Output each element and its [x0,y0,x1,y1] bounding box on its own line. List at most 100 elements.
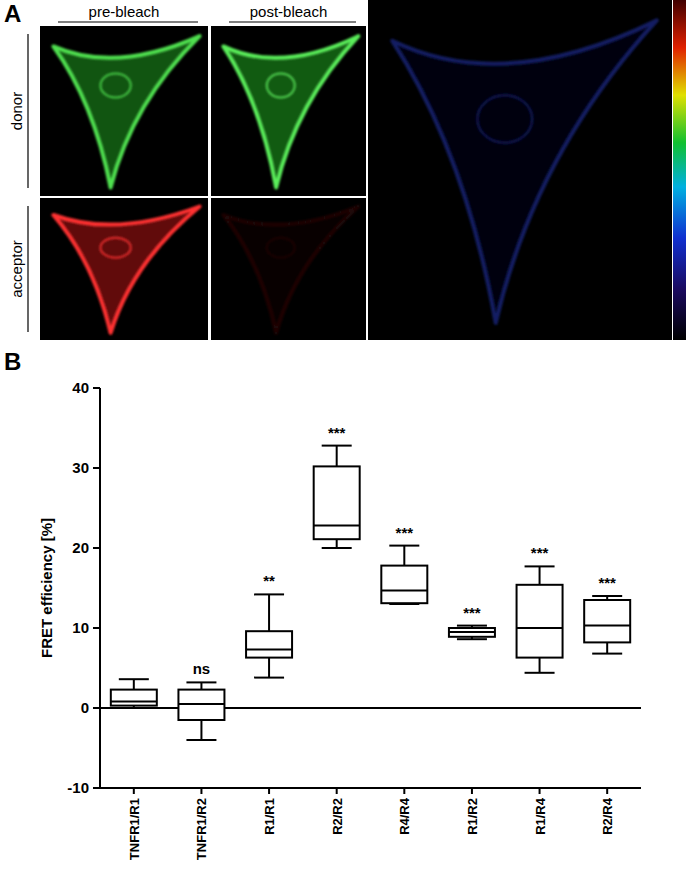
box [111,690,157,706]
min-cap [254,677,284,679]
x-tick [336,788,338,794]
median [584,625,630,627]
row-label: donor [8,92,25,130]
y-axis-title: FRET efficiency [%] [38,518,55,658]
significance-label: *** [531,544,549,561]
cell-image [392,20,657,323]
x-tick-label: R1/R2 [465,798,480,835]
y-tick [93,467,100,469]
max-cap [119,678,149,680]
nucleus [100,238,130,258]
median [111,701,157,703]
row-label: acceptor [8,240,25,298]
median [449,631,495,633]
y-tick-label: 30 [72,459,89,476]
x-tick [268,788,270,794]
median [381,589,427,591]
x-tick-label: R4/R4 [397,797,412,835]
box [178,690,224,720]
upper-whisker [336,446,338,467]
lower-whisker [268,658,270,678]
upper-whisker [539,566,541,584]
box [381,566,427,604]
box [314,466,360,539]
max-cap [457,625,487,627]
boxes [111,446,630,740]
significance-label: *** [598,574,616,591]
box [246,631,292,657]
min-cap [525,672,555,674]
cell [223,36,358,187]
cell-image [53,207,199,333]
x-tick-label: TNFR1/R2 [194,798,209,860]
y-axis [99,388,101,788]
nucleus [267,74,295,98]
x-tick [133,788,135,794]
median [246,649,292,651]
cell-image [53,36,199,187]
y-tick [93,547,100,549]
lower-whisker [539,658,541,673]
image-background [40,26,208,196]
colorbar [673,0,686,340]
upper-whisker [403,546,405,566]
cell [223,207,358,333]
y-tick [93,627,100,629]
column-bracket [58,21,198,22]
significance-label: ns [193,660,211,677]
panel-label: B [4,348,21,375]
image-background [368,0,672,340]
y-tick-label: -10 [67,779,89,796]
cell [53,207,199,333]
y-tick [93,707,100,709]
image-background [40,198,208,340]
image-background [211,26,366,196]
significance-label: *** [396,524,414,541]
x-tick-label: R2/R4 [600,797,615,835]
upper-whisker [200,682,202,689]
upper-whisker [133,679,135,689]
cell-image [223,207,358,333]
box [449,628,495,637]
min-cap [119,707,149,709]
x-tick [539,788,541,794]
y-tick-label: 10 [72,619,89,636]
y-tick-label: 0 [81,699,89,716]
column-bracket [229,21,356,22]
image-background [211,198,366,340]
row-bracket [27,206,28,332]
significance-label: *** [463,604,481,621]
box [584,600,630,642]
cell [392,20,657,323]
nucleus [100,74,130,98]
x-tick [200,788,202,794]
min-cap [592,653,622,655]
cell-image [223,36,358,187]
min-cap [322,547,352,549]
row-bracket [27,34,28,188]
median [314,525,360,527]
x-tick-label: R1/R1 [262,798,277,835]
max-cap [322,445,352,447]
upper-whisker [268,594,270,631]
min-cap [457,638,487,640]
lower-whisker [606,642,608,653]
column-label: post-bleach [250,3,328,20]
x-tick [606,788,608,794]
nucleus [477,95,532,143]
max-cap [592,595,622,597]
nucleus [267,238,295,258]
x-tick [403,788,405,794]
column-label: pre-bleach [89,3,160,20]
y-tick [93,787,100,789]
box [517,585,563,658]
cell [53,36,199,187]
max-cap [525,565,555,567]
lower-whisker [200,720,202,740]
figure: Apre-bleachpost-bleachdonoracceptorB-100… [0,0,688,874]
x-tick-label: R2/R2 [330,798,345,835]
x-tick [471,788,473,794]
min-cap [186,739,216,741]
x-axis [100,787,641,789]
significance-label: *** [328,424,346,441]
